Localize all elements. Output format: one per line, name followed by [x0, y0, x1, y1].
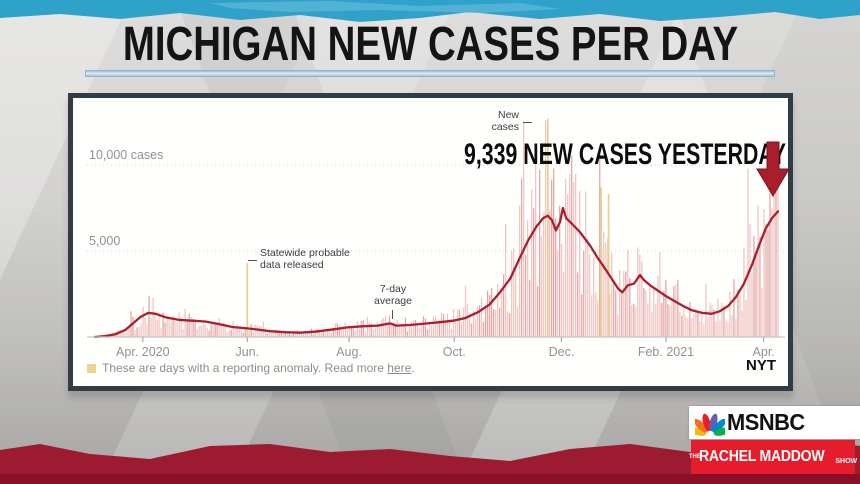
svg-text:Feb. 2021: Feb. 2021 — [638, 345, 694, 359]
torn-paper-top-edge — [0, 0, 860, 22]
torn-paper-bottom-edge — [0, 440, 860, 484]
annotation-pointer-dash — [248, 260, 257, 261]
annotation-line: average — [374, 295, 412, 308]
msnbc-logo: MSNBC — [689, 406, 860, 439]
title-underline — [85, 70, 775, 77]
headline-text: 9,339 NEW CASES YESTERDAY — [464, 138, 786, 171]
logo-show-name: RACHEL MADDOW — [698, 448, 825, 465]
annotation-line: 7-day — [379, 283, 407, 295]
annotation-line: data released — [260, 259, 324, 272]
logo-the: THE — [688, 454, 701, 460]
peacock-icon — [695, 413, 725, 436]
annotation-line: New — [497, 109, 519, 121]
svg-text:Dec.: Dec. — [549, 345, 575, 359]
annotation-line: cases — [491, 121, 519, 134]
annotation-new-cases: New cases — [455, 109, 532, 134]
logo-show-suffix: SHOW — [835, 458, 858, 465]
annotation-pointer-dash — [523, 122, 532, 123]
anomaly-swatch-icon — [87, 363, 96, 373]
svg-text:Oct.: Oct. — [443, 345, 466, 359]
svg-text:5,000: 5,000 — [89, 234, 120, 248]
msnbc-wordmark: MSNBC — [727, 409, 805, 435]
legend-text: . — [411, 361, 415, 375]
page-title: MICHIGAN NEW CASES PER DAY — [0, 21, 860, 69]
svg-text:Apr.: Apr. — [753, 345, 775, 359]
annotation-7-day-average: 7-day average — [361, 283, 425, 319]
source-label: NYT — [746, 357, 776, 374]
cases-chart: 10,000 cases 5,000 Apr. 2020 Jun. Aug. Oct. De… — [87, 118, 785, 359]
down-arrow-icon — [756, 141, 790, 197]
chart-panel: 10,000 cases 5,000 Apr. 2020 Jun. Aug. Oct. De… — [68, 93, 793, 391]
read-more-link[interactable]: here — [387, 361, 412, 375]
svg-text:Apr. 2020: Apr. 2020 — [116, 345, 170, 359]
rachel-maddow-show-logo: THE RACHEL MADDOW SHOW — [688, 440, 858, 474]
svg-text:10,000 cases: 10,000 cases — [89, 148, 163, 162]
svg-text:Aug.: Aug. — [336, 345, 362, 359]
annotation-line: Statewide probable — [260, 247, 350, 259]
svg-text:Jun.: Jun. — [235, 345, 259, 359]
anomaly-legend: These are days with a reporting anomaly.… — [87, 361, 415, 375]
legend-text: These are days with a reporting anomaly.… — [102, 361, 388, 375]
anomaly-legend-text: These are days with a reporting anomaly.… — [102, 361, 415, 375]
annotation-pointer-tick — [392, 310, 393, 319]
annotation-statewide-probable: Statewide probable data released — [248, 247, 370, 272]
headline-overlay: 9,339 NEW CASES YESTERDAY — [464, 140, 860, 170]
page-title-text: MICHIGAN NEW CASES PER DAY — [122, 18, 738, 71]
